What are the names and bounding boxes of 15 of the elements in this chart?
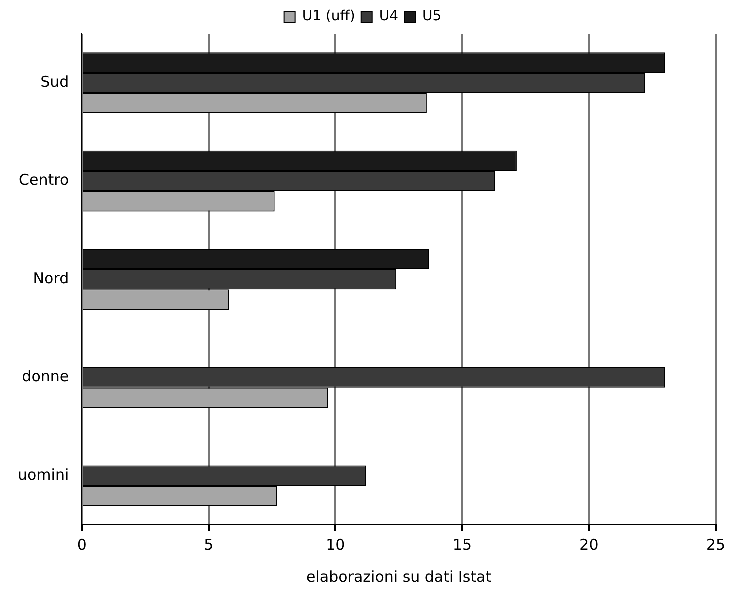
y-tick-label: uomini <box>18 466 70 484</box>
x-tick-label: 10 <box>326 536 346 554</box>
y-tick-label: Sud <box>40 72 70 91</box>
x-tick-label: 25 <box>706 536 726 554</box>
y-tick-label: Centro <box>19 171 70 190</box>
legend-label: U4 <box>379 8 399 25</box>
y-tick-label: donne <box>22 368 70 386</box>
legend-label: U5 <box>422 8 442 25</box>
y-tick-label: Nord <box>33 269 70 288</box>
x-tick-label: 20 <box>580 536 599 554</box>
x-tick-label: 15 <box>452 536 472 554</box>
legend-label: U1 (uff) <box>302 8 356 25</box>
x-axis-title: elaborazioni su dati Istat <box>306 568 492 586</box>
x-tick-label: 0 <box>77 536 87 554</box>
x-tick-label: 5 <box>204 536 214 554</box>
